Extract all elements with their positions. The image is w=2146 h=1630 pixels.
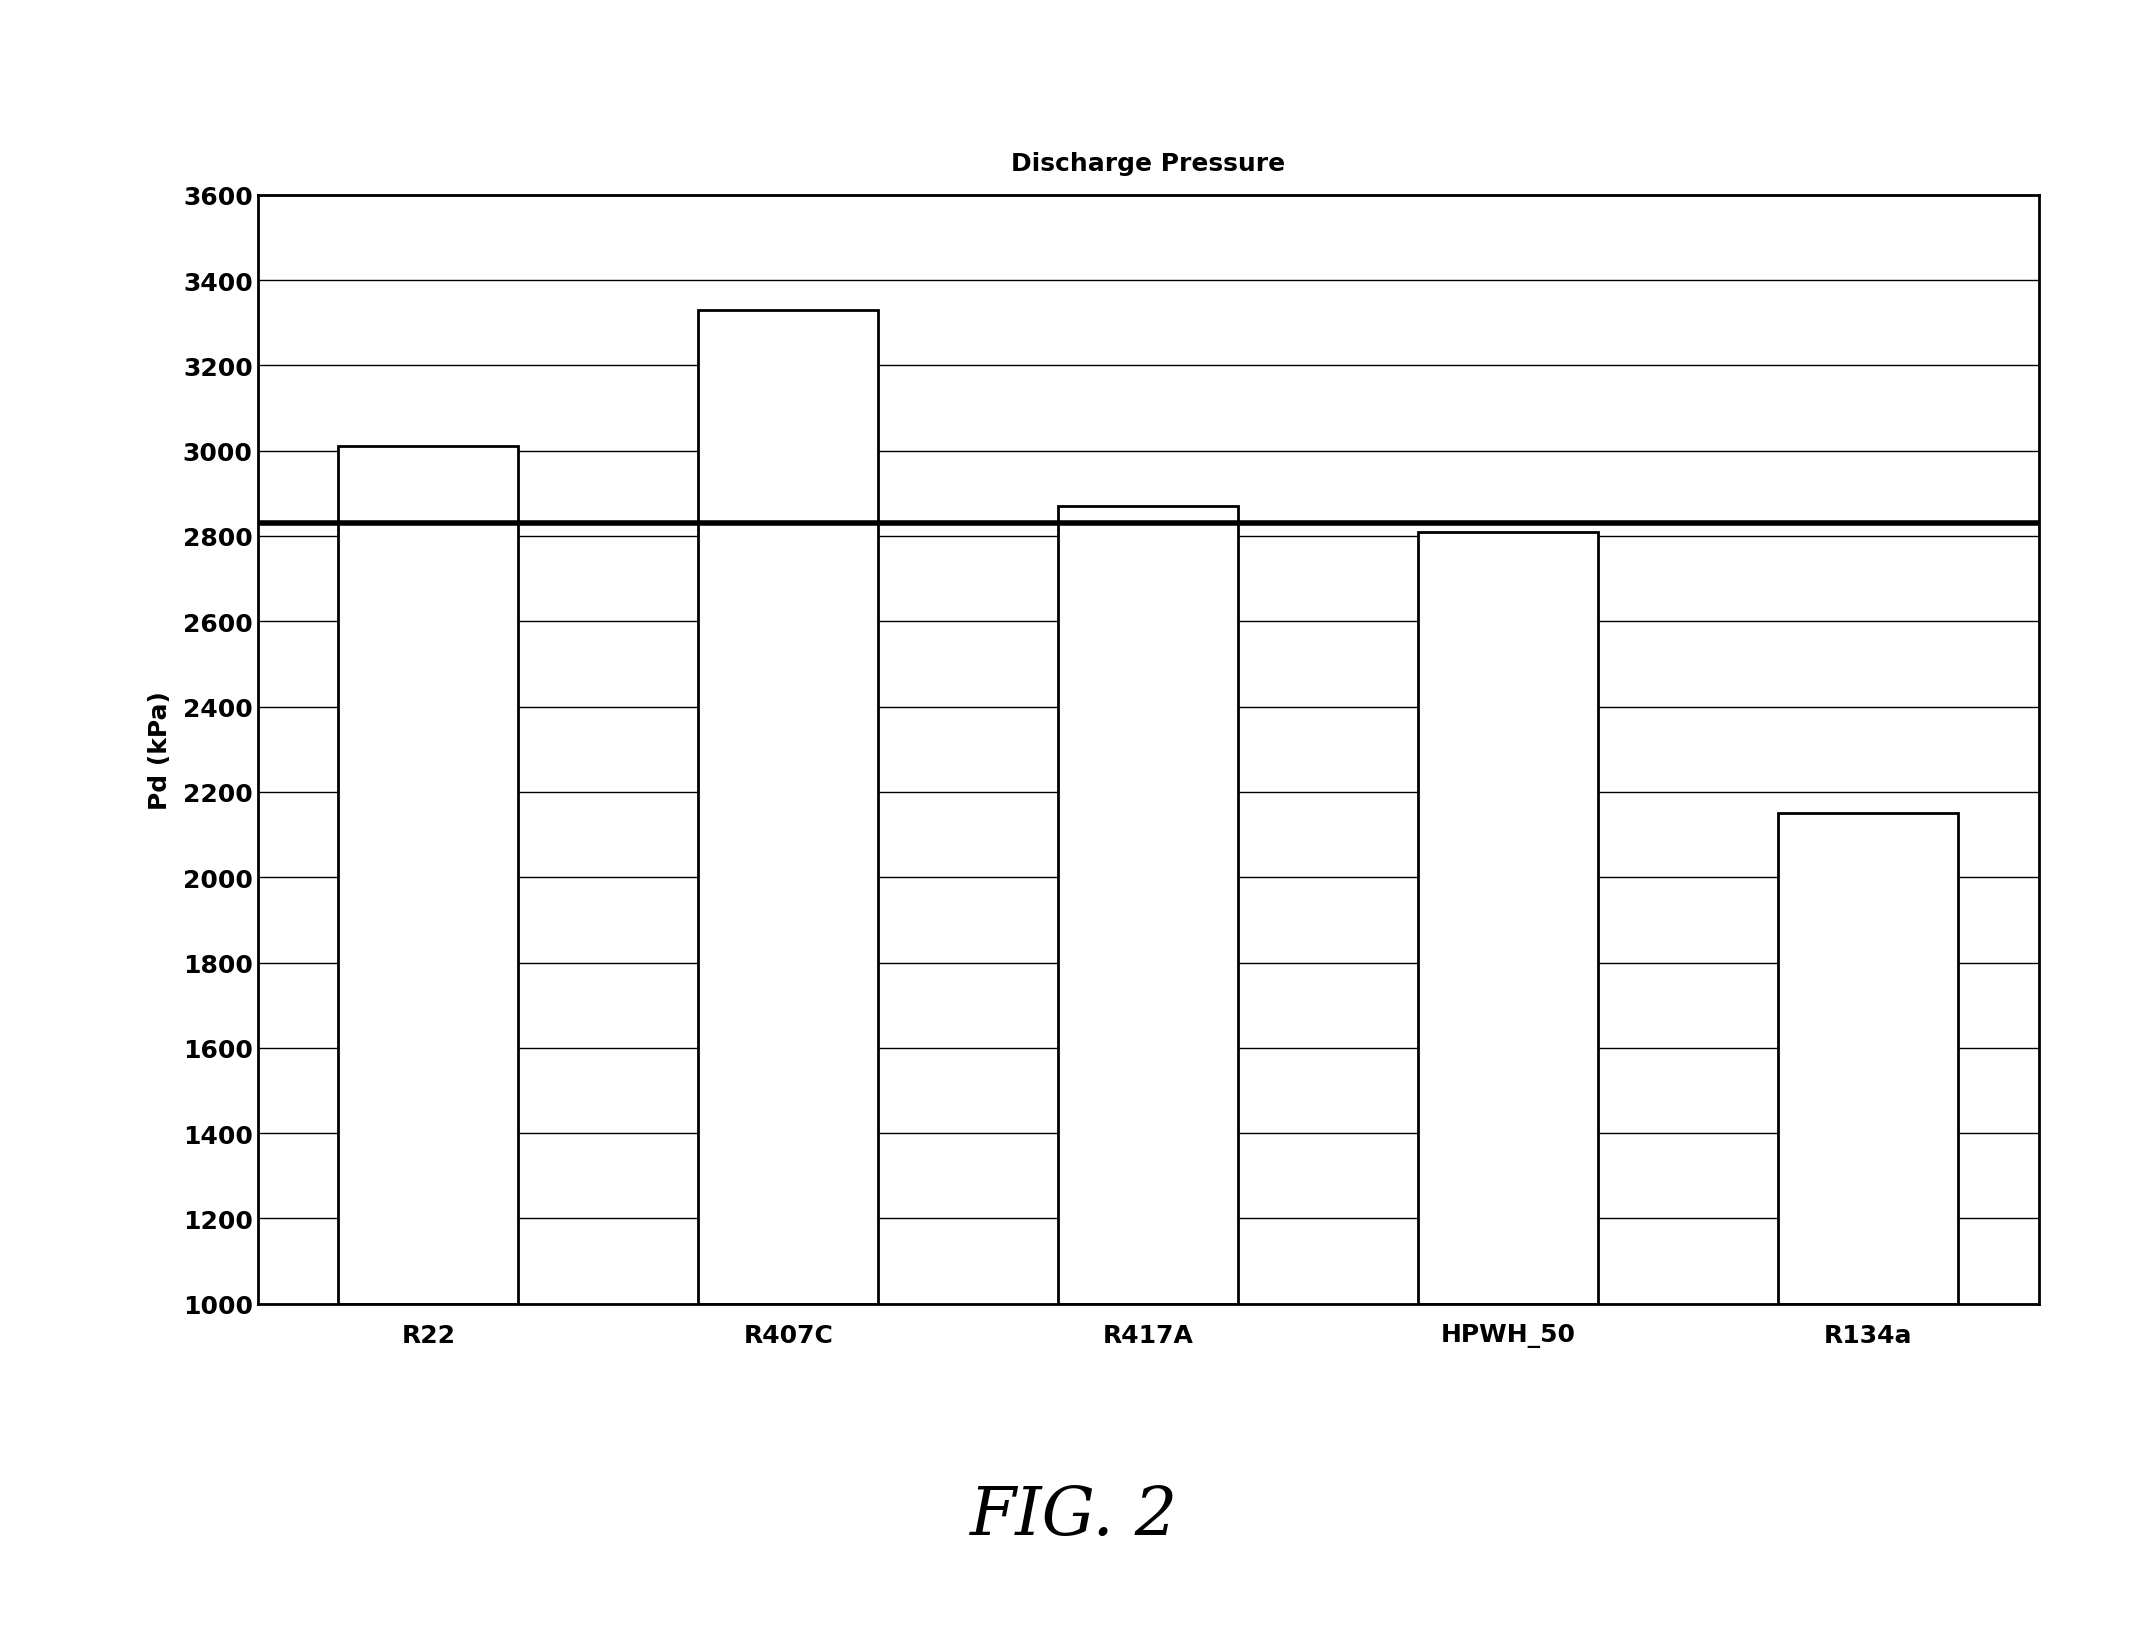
Title: Discharge Pressure: Discharge Pressure bbox=[1011, 152, 1285, 176]
Bar bbox=[697, 311, 878, 1304]
Bar bbox=[1777, 813, 1957, 1304]
Bar bbox=[1058, 507, 1238, 1304]
Text: FIG. 2: FIG. 2 bbox=[970, 1483, 1176, 1548]
Y-axis label: Pd (kPa): Pd (kPa) bbox=[148, 691, 172, 808]
Bar bbox=[1419, 533, 1599, 1304]
Bar bbox=[339, 447, 519, 1304]
